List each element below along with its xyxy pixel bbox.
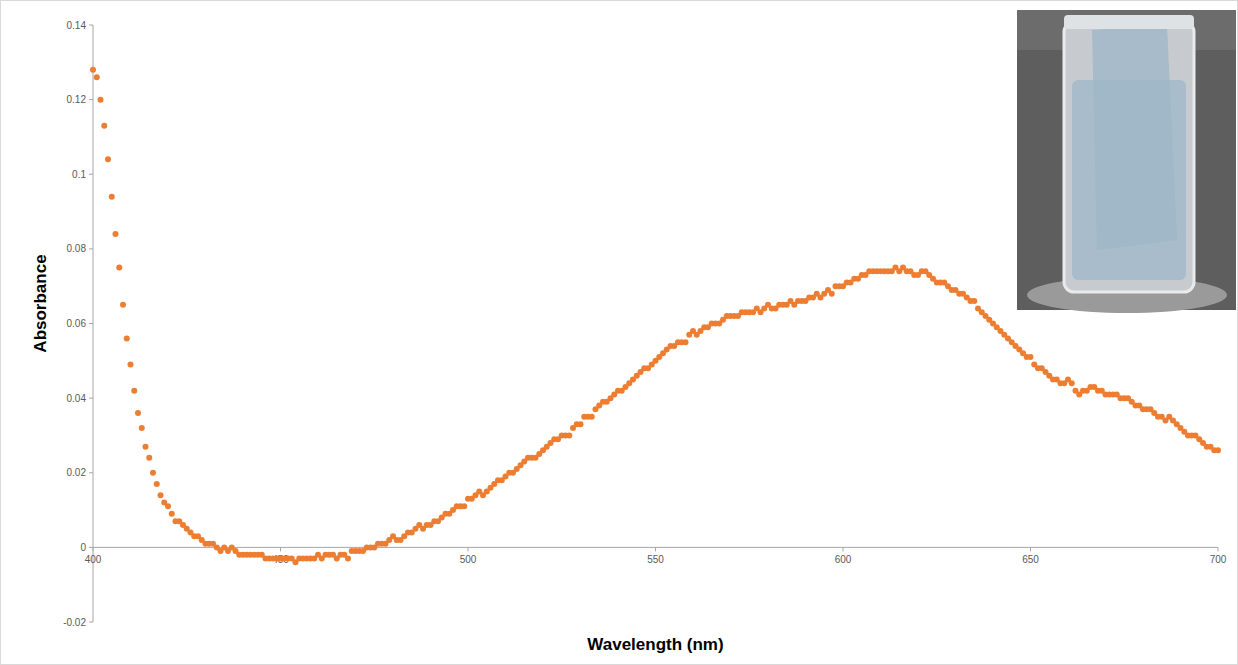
data-point [109,194,115,200]
x-tick-label: 600 [835,554,852,565]
photo-vial [1064,22,1194,292]
data-point [98,97,104,103]
data-point [154,481,160,487]
data-point [169,511,175,517]
data-point [128,362,134,368]
data-point [158,492,164,498]
data-point [1069,380,1075,386]
y-tick-label: 0.06 [67,318,87,329]
data-point [124,335,130,341]
x-tick-label: 700 [1210,554,1227,565]
x-tick [1030,547,1031,551]
data-point [461,503,467,509]
y-tick-label: 0.1 [72,169,86,180]
data-point [90,67,96,73]
data-point [116,265,122,271]
y-tick-label: 0.08 [67,243,87,254]
inset-photo [1017,10,1236,313]
data-point [150,470,156,476]
data-point [139,425,145,431]
x-tick-label: 400 [85,554,102,565]
y-tick-label: 0.02 [67,467,87,478]
data-point [566,432,572,438]
data-point [971,298,977,304]
data-point [94,74,100,80]
y-tick [89,547,93,548]
x-tick [1218,547,1219,551]
photo-film [1092,25,1177,250]
y-tick-label: -0.02 [63,617,86,628]
y-tick-label: 0.04 [67,393,87,404]
y-tick [89,248,93,249]
data-point [135,410,141,416]
chart-frame [1,1,1238,665]
x-tick [468,547,469,551]
data-point [1028,354,1034,360]
data-point [113,231,119,237]
x-tick [843,547,844,551]
x-tick [93,547,94,551]
y-tick-label: 0.12 [67,94,87,105]
data-point [345,556,351,562]
y-axis-title: Absorbance [31,254,50,352]
data-point [146,455,152,461]
data-point [143,444,149,450]
y-tick [89,174,93,175]
x-axis-title: Wavelength (nm) [587,635,723,654]
data-point [578,421,584,427]
data-point [1215,447,1221,453]
x-tick-label: 550 [647,554,664,565]
data-point [683,339,689,345]
y-tick-label: 0 [80,542,86,553]
x-tick [655,547,656,551]
data-point [120,302,126,308]
y-tick-label: 0.14 [67,20,87,31]
x-tick-label: 500 [460,554,477,565]
y-tick [89,25,93,26]
data-point [165,503,171,509]
x-tick [280,547,281,551]
y-tick [89,99,93,100]
data-point [105,156,111,162]
y-tick [89,472,93,473]
data-point [829,291,835,297]
chart: -0.0200.020.040.060.080.10.120.144004505… [0,0,1238,665]
data-point [101,123,107,129]
y-tick [89,323,93,324]
y-tick [89,622,93,623]
data-point [131,388,137,394]
data-point [589,414,595,420]
y-tick [89,398,93,399]
x-tick-label: 650 [1022,554,1039,565]
photo-background [1017,10,1236,310]
photo-vial-rim [1064,15,1194,29]
